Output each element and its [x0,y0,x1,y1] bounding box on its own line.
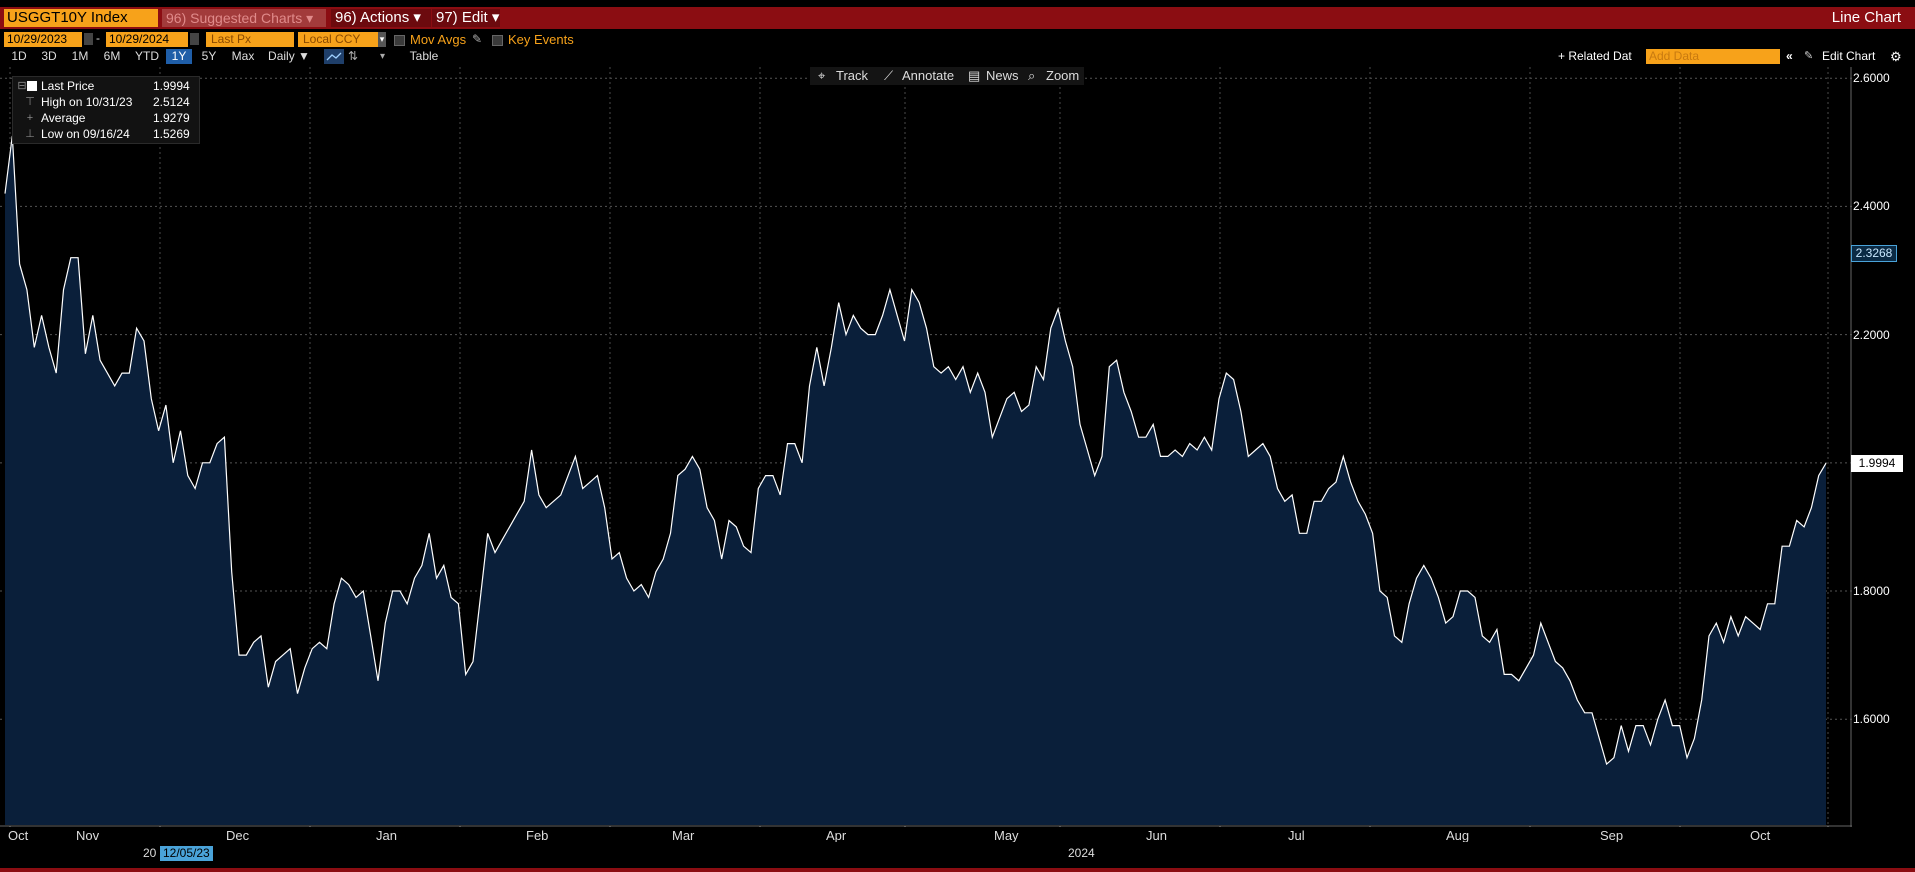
low-marker-icon: ⊥ [25,128,35,140]
chart-type-label: Line Chart [1831,9,1901,26]
track-icon[interactable]: ⌖ [818,68,826,83]
x-tick-label: Jun [1146,828,1167,843]
add-data-input[interactable]: Add Data [1646,49,1780,64]
table-button[interactable]: Table [409,49,439,63]
mov-avgs-label[interactable]: Mov Avgs [410,32,467,47]
chart-settings-icon[interactable]: ⇅ [348,49,359,63]
legend-average-value: 1.9279 [153,111,190,125]
range-max-button[interactable]: Max [231,49,255,63]
range-1d-button[interactable]: 1D [11,49,27,63]
edit-chart-button[interactable]: Edit Chart [1822,49,1876,63]
ticker-field[interactable]: USGGT10Y Index [4,9,158,27]
zoom-button[interactable]: Zoom [1046,68,1080,83]
legend-average-label: Average [41,111,86,125]
chart-controls-bar: ⌖ Track ⟋ Annotate ▤ News ⌕ Zoom [810,67,1084,85]
x-tick-label: May [994,828,1019,843]
range-1y-button[interactable]: 1Y [166,49,192,64]
crosshair-date-label: 12/05/23 [160,846,213,861]
reference-value-marker: 2.3268 [1851,245,1897,263]
start-date-field[interactable]: 10/29/2023 [4,32,82,47]
series-line [4,135,1827,766]
mov-avgs-checkbox[interactable] [394,35,405,46]
suggested-charts-menu[interactable]: 96) Suggested Charts ▾ [162,9,326,27]
currency-select[interactable]: Local CCY [298,32,378,47]
bottom-axis-bar [0,842,1915,872]
x-tick-label: Dec [226,828,250,843]
legend-expand-icon[interactable]: ⊟ [17,80,27,92]
annotate-button[interactable]: Annotate [902,68,955,83]
legend-last-label: Last Price [41,79,95,93]
legend-row-low: ⊥ Low on 09/16/24 1.5269 [13,126,199,142]
high-marker-icon: ⊤ [25,96,35,108]
field-select[interactable]: Last Px [206,32,294,47]
window-frame-bottom [0,868,1915,872]
legend-low-value: 1.5269 [153,127,190,141]
pencil-icon[interactable]: ✎ [1804,50,1814,62]
legend-swatch [27,81,37,91]
x-tick-label: Oct [1750,828,1771,843]
gear-icon[interactable]: ⚙ [1890,49,1902,64]
pencil-icon[interactable]: ✎ [472,32,483,46]
calendar-icon[interactable] [190,33,199,45]
track-button[interactable]: Track [836,68,869,83]
related-data-button[interactable]: + Related Dat [1558,49,1632,63]
legend-low-label: Low on 09/16/24 [41,127,130,141]
chart-plot-area[interactable] [0,67,1852,827]
y-tick-label: 2.4000 [1853,199,1890,214]
y-tick-label: 2.6000 [1853,71,1890,86]
x-tick-label: Mar [672,828,695,843]
y-tick-label: 2.2000 [1853,327,1890,342]
x-tick-label: Jan [376,828,397,843]
legend-high-label: High on 10/31/23 [41,95,133,109]
key-events-label[interactable]: Key Events [508,32,574,47]
legend-last-value: 1.9994 [153,79,190,93]
frequency-select[interactable]: Daily ▼ [268,49,310,63]
range-ytd-button[interactable]: YTD [135,49,159,63]
chart-legend: ⊟ Last Price 1.9994 ⊤ High on 10/31/23 2… [12,76,200,144]
y-tick-label: 1.6000 [1853,712,1890,727]
range-6m-button[interactable]: 6M [103,49,121,63]
legend-row-last: ⊟ Last Price 1.9994 [13,78,199,94]
x-tick-label: Oct [8,828,29,843]
edit-menu[interactable]: 97) Edit ▾ [432,9,500,27]
date-toolbar [0,30,1915,48]
key-events-checkbox[interactable] [492,35,503,46]
last-value-marker: 1.9994 [1851,455,1903,473]
year-label-2023: 20 [143,846,157,860]
y-tick-label: 1.8000 [1853,584,1890,599]
legend-high-value: 2.5124 [153,95,190,109]
calendar-icon[interactable] [84,33,93,45]
year-label-2024: 2024 [1068,846,1095,860]
series-area-fill [5,135,1826,825]
range-5y-button[interactable]: 5Y [201,49,217,63]
top-status-strip [0,0,1915,7]
x-tick-label: Jul [1288,828,1305,843]
average-marker-icon: + [26,112,34,124]
x-tick-label: Feb [526,828,549,843]
x-tick-label: Nov [76,828,100,843]
more-dropdown-icon[interactable]: ▾ [380,51,386,62]
news-icon[interactable]: ▤ [968,68,981,83]
x-tick-label: Apr [826,828,847,843]
news-button[interactable]: News [986,68,1019,83]
annotate-icon[interactable]: ⟋ [884,68,894,83]
zoom-icon[interactable]: ⌕ [1028,68,1036,83]
range-toolbar [0,49,1915,65]
legend-row-average: + Average 1.9279 [13,110,199,126]
date-separator: - [96,31,100,45]
x-tick-label: Aug [1446,828,1470,843]
currency-dropdown-icon[interactable]: ▾ [378,32,386,47]
range-1m-button[interactable]: 1M [71,49,89,63]
end-date-field[interactable]: 10/29/2024 [106,32,188,47]
legend-row-high: ⊤ High on 10/31/23 2.5124 [13,94,199,110]
actions-menu[interactable]: 96) Actions ▾ [331,9,431,27]
range-3d-button[interactable]: 3D [41,49,57,63]
line-style-icon[interactable] [324,49,344,64]
x-tick-label: Sep [1600,828,1624,843]
collapse-icon[interactable]: « [1786,49,1793,63]
